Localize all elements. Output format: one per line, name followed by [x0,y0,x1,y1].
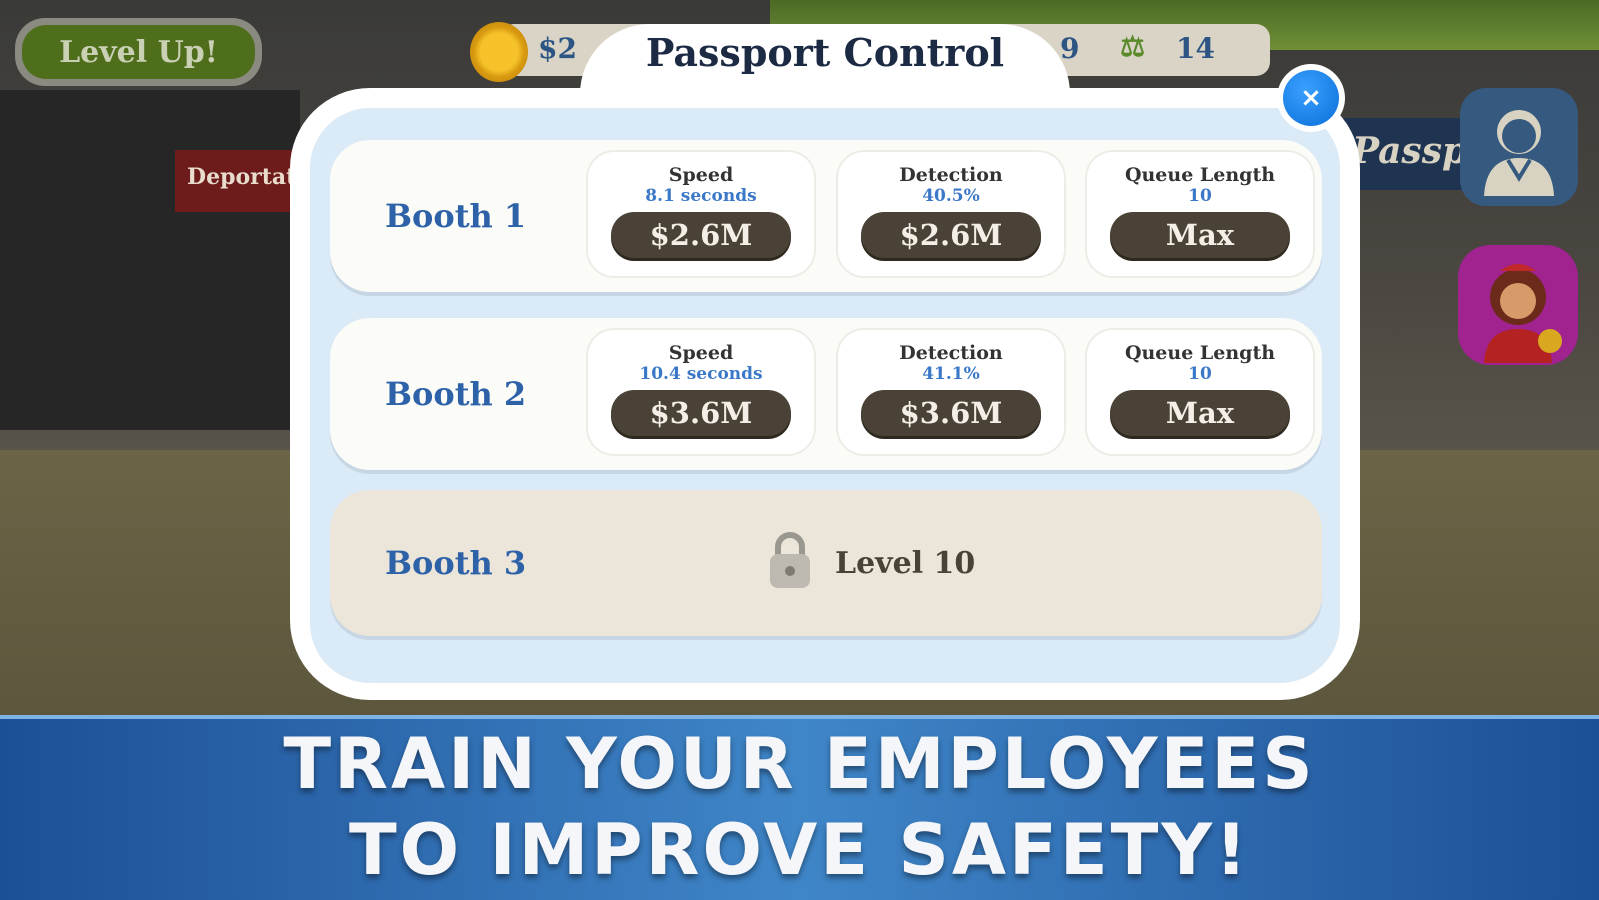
attendant-avatar-button[interactable] [1458,245,1578,365]
stat-value: 10.4 seconds [639,364,763,384]
upgrade-speed-button[interactable]: $2.6M [611,212,791,258]
queue-max-button[interactable]: Max [1110,212,1290,258]
close-button[interactable]: × [1277,64,1345,132]
stat-value: 10 [1188,364,1212,384]
booth-row-1: Booth 1 Speed 8.1 seconds $2.6M Detectio… [330,140,1322,292]
level-up-label: Level Up! [22,25,255,79]
booth-row-2: Booth 2 Speed 10.4 seconds $3.6M Detecti… [330,318,1322,470]
stat-value: 40.5% [922,186,980,206]
unlock-requirement: Level 10 [835,545,976,581]
banner-line-1: TRAIN YOUR EMPLOYEES [283,723,1316,805]
stat-label: Queue Length [1124,342,1276,364]
detection-card: Detection 40.5% $2.6M [838,152,1064,276]
stat-label: Speed [668,164,734,186]
stat-label: Speed [668,342,734,364]
banner-line-2: TO IMPROVE SAFETY! [348,809,1251,891]
speed-card: Speed 10.4 seconds $3.6M [588,330,814,454]
upgrade-speed-button[interactable]: $3.6M [611,390,791,436]
attendant-icon [1484,264,1562,363]
detection-card: Detection 41.1% $3.6M [838,330,1064,454]
booth-name: Booth 1 [385,197,527,235]
stat-label: Detection [899,164,1003,186]
stat-label: Queue Length [1124,164,1276,186]
upgrade-detection-button[interactable]: $2.6M [861,212,1041,258]
stat-label: Detection [899,342,1003,364]
queue-length-card: Queue Length 10 Max [1087,330,1313,454]
background-wall [0,90,300,430]
dialog-title: Passport Control [645,30,1005,75]
speed-card: Speed 8.1 seconds $2.6M [588,152,814,276]
scales-icon: ⚖ [1120,30,1146,63]
coin-icon [470,22,528,82]
lock-icon [770,532,810,588]
booth-name: Booth 2 [385,375,527,413]
queue-max-button[interactable]: Max [1110,390,1290,436]
stat-value: 8.1 seconds [645,186,757,206]
booth-row-3-locked: Booth 3 Level 10 [330,490,1322,636]
promo-banner: TRAIN YOUR EMPLOYEES TO IMPROVE SAFETY! [0,715,1599,900]
close-icon: × [1283,70,1339,126]
money-value: $2 [538,32,577,65]
dialog-title-tab [580,24,1070,114]
officer-icon [1484,110,1554,196]
stat-value: 10 [1188,186,1212,206]
upgrade-detection-button[interactable]: $3.6M [861,390,1041,436]
queue-length-card: Queue Length 10 Max [1087,152,1313,276]
officer-avatar-button[interactable] [1460,88,1578,206]
stat-b-value: 14 [1176,32,1215,65]
stat-a-value: 9 [1060,32,1080,65]
level-up-button[interactable]: Level Up! [15,18,262,86]
stat-value: 41.1% [922,364,980,384]
booth-name: Booth 3 [385,544,527,582]
